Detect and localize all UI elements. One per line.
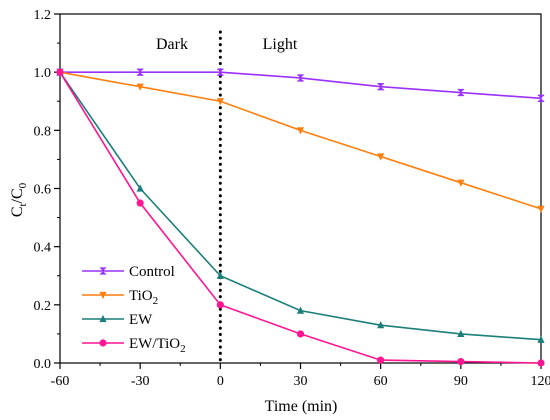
data-point — [99, 314, 107, 323]
y-tick-label: 0.2 — [34, 299, 52, 314]
x-tick-label: 120 — [531, 374, 550, 389]
legend-label-main: Control — [129, 264, 175, 280]
region-label-light: Light — [263, 36, 298, 53]
data-point — [457, 88, 465, 97]
y-tick-label: 1.0 — [34, 66, 52, 81]
data-point — [377, 356, 385, 364]
data-point — [537, 359, 545, 367]
data-point — [377, 321, 385, 329]
data-point — [99, 267, 107, 275]
data-point — [99, 291, 107, 300]
data-point — [296, 127, 305, 135]
y-axis: 0.0 0.2 0.4 0.6 0.8 1.0 1.2 — [34, 8, 60, 372]
data-point — [296, 74, 305, 82]
data-point — [296, 306, 305, 314]
series-layer — [56, 68, 545, 367]
data-point — [136, 68, 144, 76]
legend-label-sub: 2 — [153, 295, 159, 307]
data-point — [136, 184, 144, 192]
legend-label-main: EW — [129, 312, 153, 328]
legend-label-main: TiO — [129, 288, 153, 304]
x-tick-label: 30 — [294, 374, 308, 389]
region-label-dark: Dark — [156, 36, 188, 53]
data-point — [457, 329, 465, 338]
y-axis-title: Ct/C0 — [9, 182, 29, 217]
data-point — [377, 83, 385, 91]
x-axis-title: Time (min) — [265, 398, 338, 415]
data-point — [537, 335, 545, 343]
data-point — [56, 68, 64, 76]
series-ew — [56, 68, 545, 343]
data-point — [457, 179, 465, 187]
legend-item: Control — [82, 264, 175, 280]
legend-label: Control — [129, 264, 175, 280]
data-point — [136, 199, 144, 207]
data-point — [537, 94, 545, 102]
data-point — [377, 153, 385, 161]
legend-label: EW — [129, 312, 153, 328]
y-axis-title-sub1: t — [17, 203, 29, 206]
data-point — [99, 339, 107, 347]
x-tick-label: 0 — [217, 374, 224, 389]
legend-label: TiO2 — [129, 288, 158, 307]
legend-label: EW/TiO2 — [129, 336, 186, 355]
y-tick-label: 0.6 — [34, 183, 52, 198]
series-ew-tio2 — [56, 68, 545, 367]
y-tick-label: 1.2 — [34, 8, 52, 23]
data-point — [537, 205, 545, 213]
data-point — [216, 68, 224, 76]
x-tick-label: 90 — [454, 374, 468, 389]
x-tick-label: -30 — [131, 374, 150, 389]
data-point — [216, 271, 224, 279]
y-axis-title-sub2: 0 — [17, 182, 29, 188]
y-axis-title-sep: /C — [9, 188, 26, 203]
series-tio2 — [56, 69, 545, 213]
x-tick-label: -60 — [51, 374, 70, 389]
y-axis-title-main: C — [9, 207, 26, 218]
data-point — [136, 83, 144, 91]
legend-label-sub: 2 — [180, 343, 186, 355]
y-tick-label: 0.8 — [34, 124, 52, 139]
data-point — [216, 98, 224, 106]
y-tick-label: 0.0 — [34, 357, 52, 372]
y-tick-label: 0.4 — [34, 241, 52, 256]
data-point — [457, 357, 465, 366]
legend-item: EW/TiO2 — [82, 336, 186, 355]
data-point — [216, 301, 224, 309]
x-axis: -60 -30 0 30 60 90 120 — [51, 363, 550, 389]
legend-item: TiO2 — [82, 288, 158, 307]
data-point — [296, 330, 305, 338]
legend-item: EW — [82, 312, 153, 328]
legend-label-main: EW/TiO — [129, 336, 180, 352]
x-tick-label: 60 — [374, 374, 388, 389]
